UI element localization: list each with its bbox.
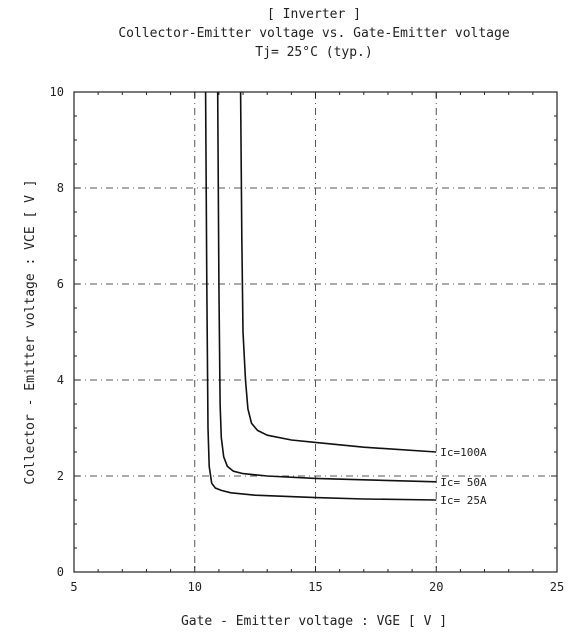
y-tick-label: 0 (57, 565, 64, 579)
y-tick-label: 4 (57, 373, 64, 387)
series-line-2 (204, 91, 437, 501)
series-label-2: Ic= 25A (440, 494, 487, 507)
series-labels: Ic=100A Ic= 50A Ic= 25A (440, 446, 487, 507)
y-tick-label: 8 (57, 181, 64, 195)
series-label-0: Ic=100A (440, 446, 487, 459)
x-tick-label: 25 (550, 580, 564, 594)
y-tick-label: 2 (57, 469, 64, 483)
x-tick-label: 10 (188, 580, 202, 594)
x-tick-label: 5 (70, 580, 77, 594)
x-tick-label: 15 (308, 580, 322, 594)
y-axis-label: Collector - Emitter voltage : VCE [ V ] (23, 179, 38, 484)
series-line-1 (216, 91, 437, 483)
series-line-0 (239, 91, 437, 453)
chart-subtitle: Collector-Emitter voltage vs. Gate-Emitt… (118, 26, 510, 41)
tick-labels: 5 10 15 20 25 0 2 4 6 8 10 (50, 85, 565, 594)
y-tick-label: 10 (50, 85, 64, 99)
series-curves (204, 91, 437, 501)
x-tick-label: 20 (429, 580, 443, 594)
x-axis-label: Gate - Emitter voltage : VGE [ V ] (181, 614, 447, 629)
grid (74, 92, 557, 572)
chart-title: [ Inverter ] (267, 7, 361, 22)
chart-condition: Tj= 25°C (typ.) (255, 45, 372, 60)
plot-frame (73, 91, 558, 573)
y-tick-label: 6 (57, 277, 64, 291)
series-label-1: Ic= 50A (440, 476, 487, 489)
